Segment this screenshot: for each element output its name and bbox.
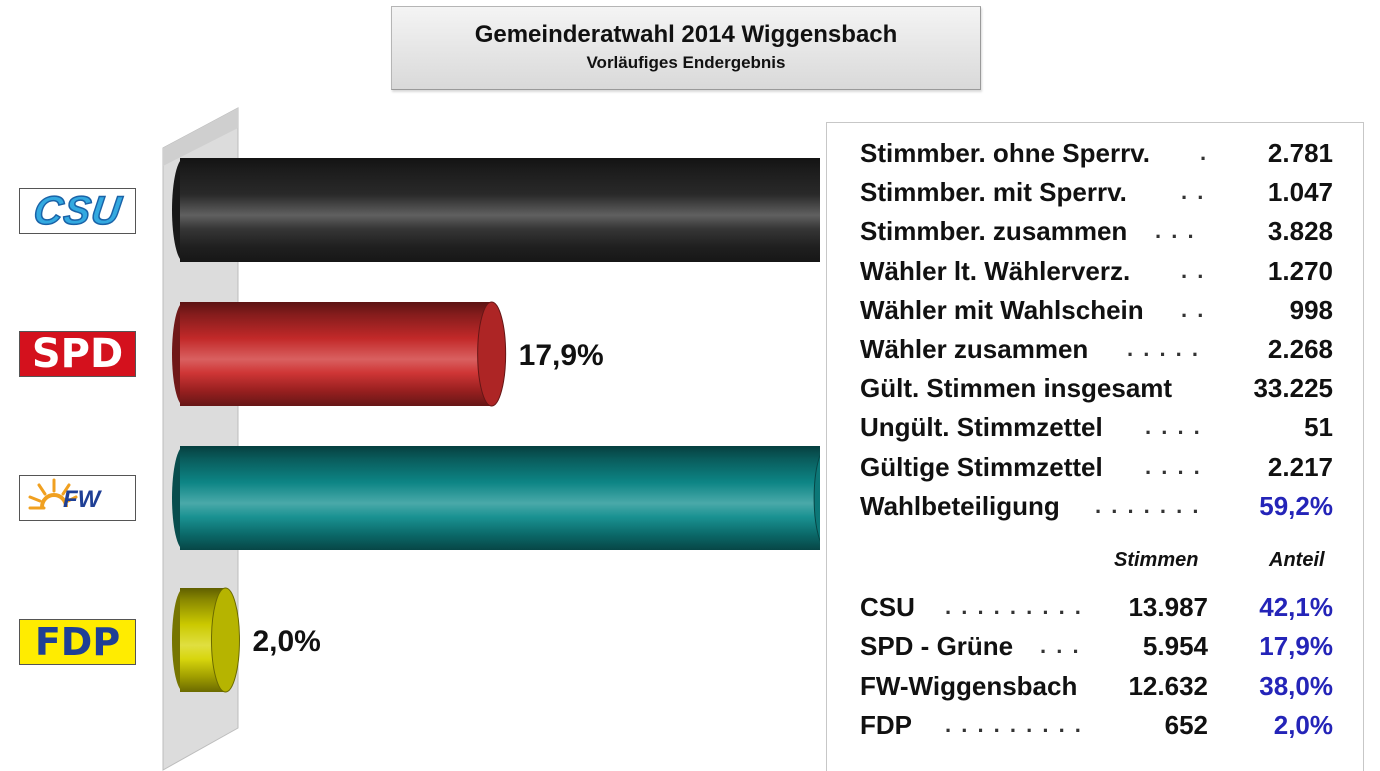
stat-label: Wähler zusammen xyxy=(860,334,1089,364)
value-label-spd: 17,9% xyxy=(519,339,604,372)
stat-value: 998 xyxy=(1289,294,1333,325)
chart-title: Gemeinderatwahl 2014 Wiggensbach xyxy=(474,21,898,48)
leader-dots: . . . . . . . . . xyxy=(945,711,1083,737)
party-result-row: FW-Wiggensbach 12.632 38,0% xyxy=(860,671,1333,703)
stat-label: Gültige Stimmzettel xyxy=(860,451,1103,482)
stat-row: Stimmber. mit Sperrv. . . 1.047 xyxy=(860,177,1333,209)
stat-label: Stimmber. zusammen xyxy=(860,216,1128,247)
stat-value: 1.047 xyxy=(1267,177,1333,208)
fw-logo-text: FW xyxy=(63,486,101,513)
leader-dots: . . xyxy=(1181,257,1206,283)
bar-end-cap-fdp xyxy=(210,587,240,693)
chart-subtitle: Vorläufiges Endergebnis xyxy=(586,53,786,72)
bar-chart: 42,1%17,9%38,0%2,0% xyxy=(162,107,820,771)
stat-row: Wähler zusammen . . . . . 2.268 xyxy=(860,334,1333,366)
leader-dots: . . xyxy=(1181,179,1206,205)
leader-dots: . . xyxy=(1181,296,1206,322)
bar-end-cap-fw xyxy=(813,454,820,542)
bar-fw xyxy=(180,446,820,550)
stat-row: Gült. Stimmen insgesamt 33.225 xyxy=(860,373,1333,405)
stat-row: Ungült. Stimmzettel . . . . 51 xyxy=(860,412,1333,444)
stat-label: Gült. Stimmen insgesamt xyxy=(860,373,1173,404)
stat-row: Wahlbeteiligung . . . . . . . 59,2% xyxy=(860,491,1333,523)
leader-dots: . . . xyxy=(1040,633,1081,659)
leader-dots: . . . . . . . . . xyxy=(945,594,1083,619)
stat-value: 59,2% xyxy=(1259,490,1333,521)
party-share: 38,0% xyxy=(1259,670,1333,701)
party-result-row: FDP . . . . . . . . . 652 2,0% xyxy=(860,710,1333,742)
party-votes: 13.987 xyxy=(1128,592,1208,622)
leader-dots: . . . xyxy=(1155,218,1196,244)
stat-value: 33.225 xyxy=(1253,373,1333,404)
csu-logo: CSU xyxy=(19,188,136,234)
stat-value: 2.217 xyxy=(1267,451,1333,482)
stat-value: 2.268 xyxy=(1267,334,1333,364)
stat-value: 3.828 xyxy=(1267,216,1333,247)
fw-logo: FW xyxy=(19,475,136,521)
party-name: SPD - Grüne xyxy=(860,631,1014,662)
party-share: 42,1% xyxy=(1259,592,1333,622)
sun-icon xyxy=(28,478,78,510)
party-votes: 5.954 xyxy=(1142,631,1208,662)
stat-value: 51 xyxy=(1304,412,1333,443)
leader-dots: . xyxy=(1200,140,1209,165)
leader-dots: . . . . xyxy=(1145,453,1202,479)
stat-label: Wähler mit Wahlschein xyxy=(860,294,1144,325)
bar-end-cap-spd xyxy=(477,301,507,407)
party-share: 17,9% xyxy=(1259,631,1333,662)
chart-title-box: Gemeinderatwahl 2014 Wiggensbach Vorläuf… xyxy=(391,6,981,90)
csu-logo-text: CSU xyxy=(30,188,125,233)
bar-spd xyxy=(180,302,492,406)
party-name: FW-Wiggensbach xyxy=(860,670,1078,701)
party-name: FDP xyxy=(860,709,912,740)
stat-row: Wähler mit Wahlschein . . 998 xyxy=(860,295,1333,327)
stat-row: Stimmber. ohne Sperrv.. 2.781 xyxy=(860,138,1333,170)
stat-label: Stimmber. ohne Sperrv. xyxy=(860,138,1150,168)
leader-dots: . . . . . . . xyxy=(1095,492,1201,518)
stat-row: Gültige Stimmzettel . . . . 2.217 xyxy=(860,452,1333,484)
stat-value: 1.270 xyxy=(1267,255,1333,286)
leader-dots: . . . . . xyxy=(1127,336,1201,361)
election-stats-panel: Stimmber. ohne Sperrv.. 2.781 Stimmber. mi… xyxy=(826,122,1364,771)
value-label-fdp: 2,0% xyxy=(252,625,320,658)
party-share: 2,0% xyxy=(1273,709,1333,740)
stat-row: Wähler lt. Wählerverz. . . 1.270 xyxy=(860,256,1333,288)
stat-label: Wähler lt. Wählerverz. xyxy=(860,255,1131,286)
stat-value: 2.781 xyxy=(1267,138,1333,168)
stat-label: Wahlbeteiligung xyxy=(860,490,1060,521)
party-votes: 12.632 xyxy=(1128,670,1208,701)
stat-label: Stimmber. mit Sperrv. xyxy=(860,177,1127,208)
stat-row: Stimmber. zusammen . . . 3.828 xyxy=(860,216,1333,248)
leader-dots: . . . . xyxy=(1145,414,1202,440)
party-result-row: SPD - Grüne . . . 5.954 17,9% xyxy=(860,631,1333,663)
bar-csu xyxy=(180,158,820,262)
stat-label: Ungült. Stimmzettel xyxy=(860,412,1103,443)
fdp-logo: FDP xyxy=(19,619,136,665)
party-name: CSU xyxy=(860,592,915,622)
party-votes: 652 xyxy=(1164,709,1208,740)
fdp-logo-text: FDP xyxy=(34,620,121,664)
share-column-header: Anteil xyxy=(1269,549,1325,571)
party-result-row: CSU . . . . . . . . . 13.987 42,1% xyxy=(860,592,1333,624)
votes-column-header: Stimmen xyxy=(1114,549,1199,571)
spd-logo: SPD xyxy=(19,331,136,377)
spd-logo-text: SPD xyxy=(31,331,124,377)
